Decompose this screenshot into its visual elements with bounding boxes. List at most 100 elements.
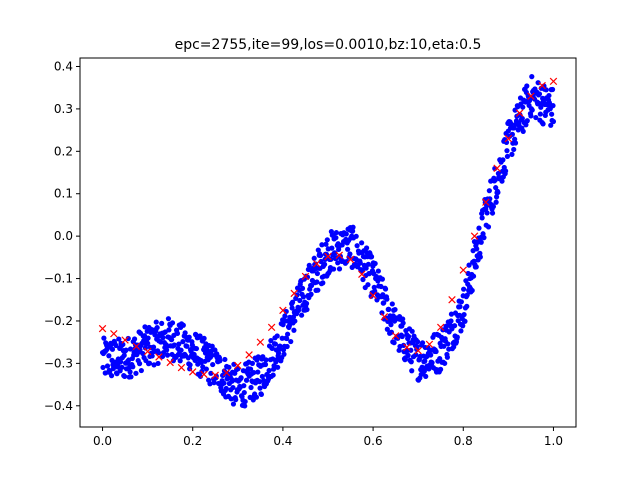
- red-x-stroke: [98, 324, 107, 333]
- blue-data-point: [127, 369, 133, 375]
- blue-data-point: [375, 268, 381, 274]
- x-tick-label: 0.8: [454, 434, 473, 448]
- blue-data-point: [520, 104, 526, 110]
- blue-data-point: [177, 358, 183, 364]
- blue-data-point: [360, 276, 366, 283]
- red-x-marker: [279, 306, 287, 315]
- red-x-stroke: [346, 255, 355, 264]
- blue-data-point: [282, 313, 288, 319]
- blue-data-point: [270, 372, 276, 378]
- blue-data-point: [319, 242, 325, 248]
- blue-data-point: [396, 347, 402, 353]
- red-x-stroke: [267, 323, 276, 332]
- blue-data-point: [476, 225, 482, 231]
- blue-data-point: [549, 111, 555, 117]
- red-x-marker: [313, 259, 321, 268]
- blue-data-point: [500, 157, 506, 163]
- blue-data-point: [365, 282, 371, 288]
- red-x-marker: [110, 329, 118, 338]
- blue-data-point: [461, 286, 467, 292]
- red-x-stroke: [110, 329, 118, 338]
- x-tick-label: 0.2: [183, 434, 202, 448]
- blue-data-point: [454, 334, 460, 340]
- blue-data-point: [184, 343, 190, 349]
- blue-data-point: [284, 343, 290, 350]
- blue-data-point: [343, 231, 349, 237]
- blue-data-point: [165, 316, 172, 322]
- blue-data-point: [511, 146, 517, 153]
- blue-data-point: [336, 266, 343, 272]
- blue-data-point: [262, 361, 269, 368]
- blue-data-point: [470, 273, 477, 279]
- red-x-stroke: [380, 312, 389, 321]
- blue-data-point: [308, 282, 315, 289]
- blue-data-point: [242, 398, 248, 405]
- blue-data-point: [484, 210, 490, 216]
- blue-data-point: [308, 291, 314, 297]
- blue-data-point: [382, 286, 389, 292]
- red-x-marker: [346, 255, 355, 264]
- blue-data-point: [150, 344, 157, 350]
- blue-data-point: [145, 340, 151, 346]
- red-x-stroke: [313, 259, 321, 268]
- red-x-stroke: [369, 291, 377, 300]
- red-x-stroke: [166, 358, 174, 367]
- red-x-stroke: [414, 346, 422, 355]
- red-x-marker: [267, 323, 276, 332]
- red-x-marker: [200, 370, 208, 379]
- blue-data-point: [247, 366, 254, 372]
- blue-data-point: [136, 361, 143, 367]
- blue-data-point: [363, 245, 370, 251]
- blue-data-point: [197, 373, 204, 379]
- blue-data-point: [242, 403, 248, 409]
- y-tick-label: 0.0: [54, 229, 73, 243]
- blue-data-point: [504, 148, 510, 154]
- blue-data-point: [229, 378, 235, 384]
- red-x-stroke: [200, 370, 208, 379]
- blue-data-point: [524, 83, 530, 89]
- red-x-marker: [425, 340, 434, 349]
- blue-data-point: [176, 341, 182, 347]
- blue-data-point: [269, 345, 275, 351]
- blue-data-point: [100, 364, 106, 371]
- blue-data-point: [277, 343, 283, 349]
- blue-data-point: [528, 113, 534, 119]
- red-x-marker: [301, 272, 310, 281]
- red-x-stroke: [222, 368, 231, 377]
- blue-data-point: [469, 287, 475, 294]
- red-x-stroke: [504, 134, 513, 143]
- blue-data-point: [292, 318, 298, 324]
- blue-data-point: [238, 375, 244, 381]
- y-tick-label: −0.1: [44, 272, 73, 286]
- blue-data-point: [489, 210, 496, 216]
- blue-data-point: [274, 333, 280, 339]
- blue-data-point: [116, 336, 122, 342]
- red-x-stroke: [143, 347, 152, 356]
- blue-data-point: [125, 335, 131, 342]
- blue-data-point: [217, 358, 223, 364]
- red-x-marker: [189, 368, 197, 376]
- blue-data-point: [475, 239, 481, 245]
- blue-data-point: [408, 347, 414, 353]
- blue-data-point: [118, 359, 124, 365]
- blue-data-point: [350, 224, 356, 230]
- blue-data-point: [120, 341, 126, 348]
- blue-data-point: [193, 345, 200, 352]
- blue-data-point: [399, 333, 405, 340]
- blue-data-point: [379, 310, 385, 316]
- blue-data-point: [464, 303, 470, 309]
- y-tick-label: −0.4: [44, 399, 73, 413]
- blue-data-point: [448, 318, 454, 324]
- blue-data-point: [294, 292, 300, 298]
- blue-data-point: [180, 322, 186, 328]
- blue-data-point: [359, 240, 365, 246]
- red-x-stroke: [155, 353, 163, 361]
- blue-data-point: [260, 354, 266, 360]
- y-tick-label: −0.2: [44, 314, 73, 328]
- red-x-stroke: [549, 77, 558, 86]
- red-x-marker: [132, 342, 141, 351]
- red-x-stroke: [482, 198, 490, 206]
- blue-data-point: [306, 262, 312, 268]
- blue-data-point: [409, 328, 415, 334]
- blue-data-point: [408, 359, 414, 365]
